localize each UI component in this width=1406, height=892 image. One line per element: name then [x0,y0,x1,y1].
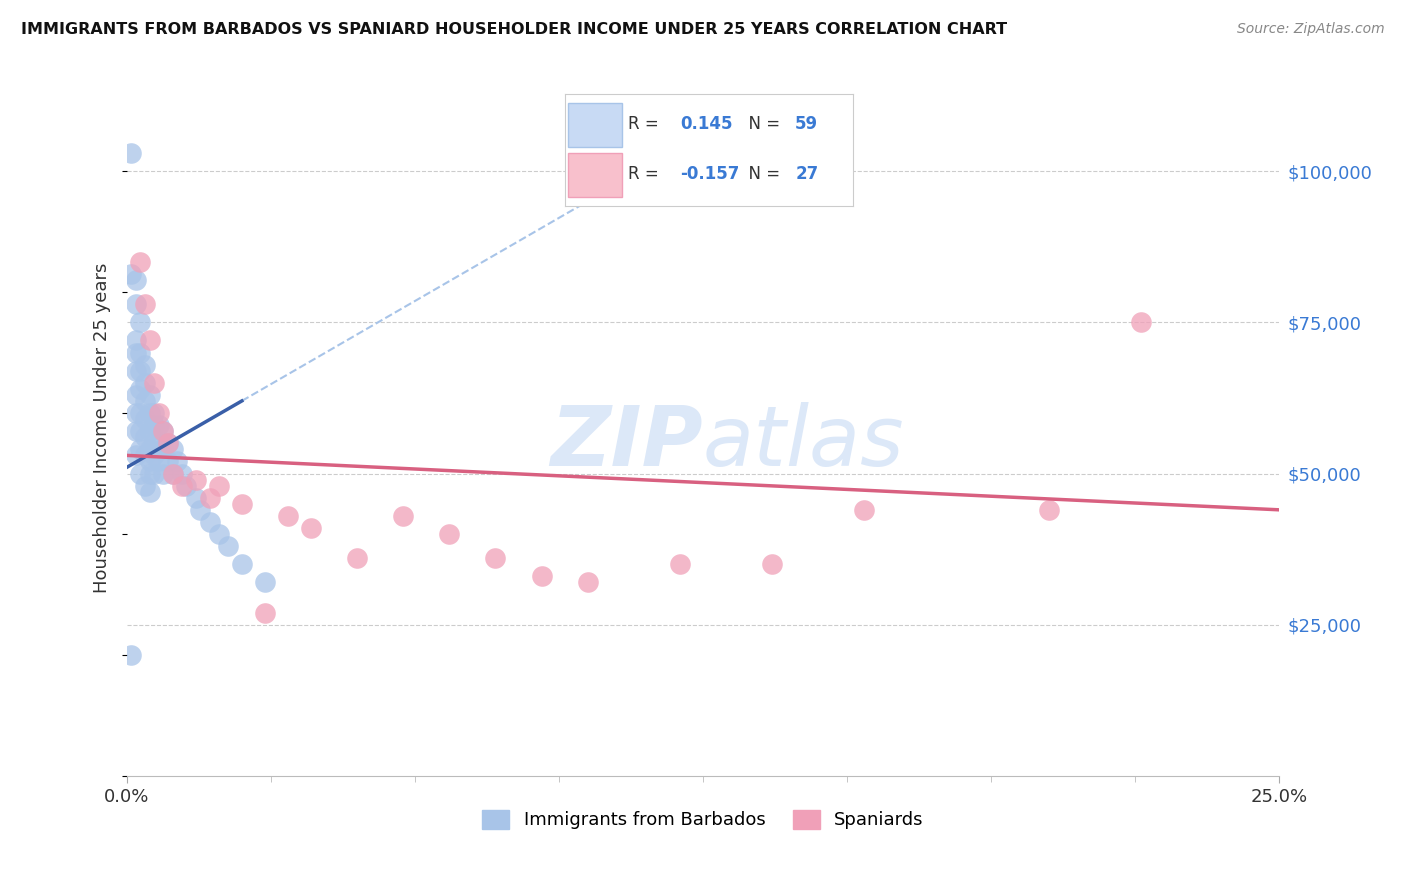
Point [134,376,156,390]
Point [346,551,368,566]
Point [129,254,152,268]
Point [134,449,156,463]
Point [134,393,156,408]
Point [162,467,184,481]
Point [143,406,166,420]
Point [143,376,166,390]
Point [138,388,160,402]
Point [761,558,783,572]
Point [530,569,553,583]
Point [392,508,415,523]
Legend: Immigrants from Barbados, Spaniards: Immigrants from Barbados, Spaniards [475,803,931,837]
Point [129,424,152,438]
Point [129,345,152,359]
Text: Source: ZipAtlas.com: Source: ZipAtlas.com [1237,22,1385,37]
Point [143,436,166,450]
Point [576,575,599,590]
Point [129,364,152,378]
Point [157,454,180,468]
Point [1038,503,1060,517]
Point [148,406,170,420]
Point [129,315,152,329]
Point [152,424,174,438]
Point [125,449,148,463]
Point [143,418,166,433]
Point [184,473,207,487]
Point [152,442,174,457]
Point [170,467,193,481]
Point [134,478,156,492]
Point [125,388,148,402]
Point [157,436,180,450]
Point [439,527,461,541]
Point [277,508,299,523]
Point [129,406,152,420]
Point [148,418,170,433]
Point [125,297,148,311]
Point [134,358,156,372]
Point [208,478,231,492]
Point [231,497,253,511]
Text: ZIP: ZIP [550,401,703,483]
Point [138,454,160,468]
Point [129,467,152,481]
Point [299,521,322,535]
Point [853,503,876,517]
Point [134,297,156,311]
Point [138,442,160,457]
Point [148,436,170,450]
Point [157,436,180,450]
Point [138,424,160,438]
Point [143,467,166,481]
Point [176,478,198,492]
Point [134,412,156,426]
Point [162,442,184,457]
Point [125,424,148,438]
Point [669,558,692,572]
Text: IMMIGRANTS FROM BARBADOS VS SPANIARD HOUSEHOLDER INCOME UNDER 25 YEARS CORRELATI: IMMIGRANTS FROM BARBADOS VS SPANIARD HOU… [21,22,1007,37]
Point [1130,315,1153,329]
Point [188,503,211,517]
Point [148,454,170,468]
Point [198,515,221,529]
Point [138,406,160,420]
Y-axis label: Householder Income Under 25 years: Householder Income Under 25 years [93,263,111,593]
Point [129,442,152,457]
Point [125,334,148,348]
Point [125,406,148,420]
Point [162,467,184,481]
Point [134,430,156,444]
Point [484,551,506,566]
Point [152,467,174,481]
Point [129,382,152,396]
Point [138,334,160,348]
Point [170,478,193,492]
Point [208,527,231,541]
Point [253,606,276,620]
Point [184,491,207,505]
Point [138,467,160,481]
Point [217,539,239,553]
Point [120,145,142,160]
Point [120,267,142,281]
Point [125,364,148,378]
Point [125,345,148,359]
Point [198,491,221,505]
Point [253,575,276,590]
Point [143,449,166,463]
Text: atlas: atlas [703,401,904,483]
Point [166,454,188,468]
Point [231,558,253,572]
Point [120,648,142,662]
Point [152,424,174,438]
Point [125,273,148,287]
Point [138,484,160,499]
